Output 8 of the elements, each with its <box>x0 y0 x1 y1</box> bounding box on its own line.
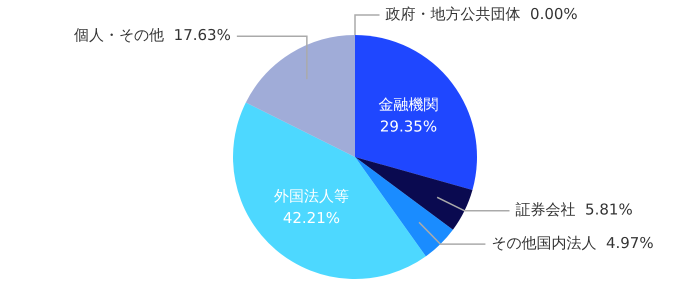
slice-label: 外国法人等 <box>274 186 349 205</box>
slice-label: その他国内法人 4.97% <box>491 234 654 252</box>
slice-label: 金融機関 <box>378 95 438 114</box>
category-label: 政府・地方公共団体 0.00% <box>386 4 578 23</box>
data-label: 29.35% <box>380 117 438 136</box>
slice-label: 証券会社 5.81% <box>516 200 633 219</box>
data-label: 42.21% <box>282 208 340 227</box>
slice-label: 個人・その他 17.63% <box>74 26 231 44</box>
